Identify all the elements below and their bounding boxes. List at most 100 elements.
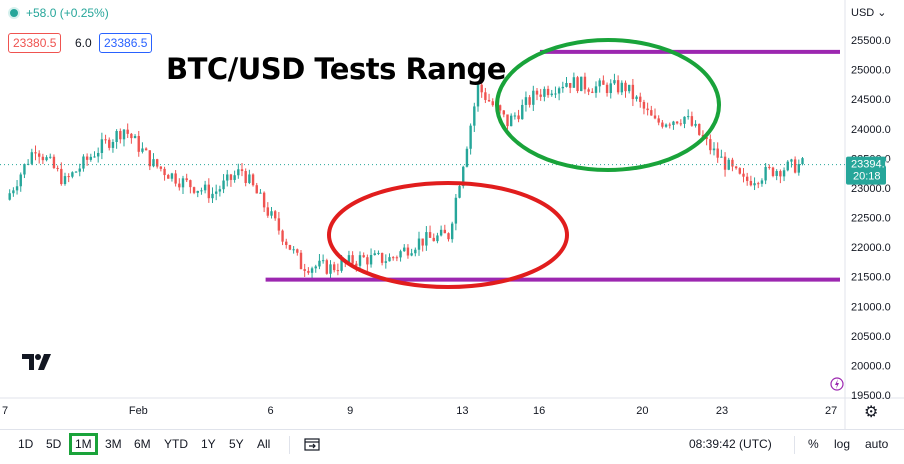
- date-range-icon[interactable]: [304, 437, 320, 451]
- candle-body: [790, 159, 793, 162]
- toolbar-divider: [289, 436, 290, 454]
- candle-body: [67, 176, 70, 178]
- timeframe-6m-button[interactable]: 6M: [134, 437, 151, 451]
- candle-body: [63, 176, 67, 185]
- candle-body: [181, 178, 185, 188]
- candle-body: [598, 80, 601, 87]
- timeframe-1y-button[interactable]: 1Y: [201, 437, 216, 451]
- candle-body: [78, 168, 81, 172]
- candle-body: [141, 148, 144, 152]
- clock-label[interactable]: 08:39:42 (UTC): [689, 437, 772, 451]
- candle-body: [410, 253, 413, 256]
- candle-body: [421, 238, 424, 246]
- candle-body: [49, 156, 52, 158]
- candle-body: [782, 170, 786, 177]
- candle-body: [487, 99, 491, 102]
- candle-body: [384, 261, 388, 263]
- candle-body: [52, 156, 56, 168]
- lightning-icon[interactable]: [830, 377, 844, 391]
- candle-body: [211, 193, 214, 199]
- candle-body: [196, 190, 199, 193]
- candle-body: [462, 166, 465, 187]
- candle-body: [259, 192, 262, 194]
- candle-body: [580, 76, 583, 92]
- candle-body: [591, 91, 594, 93]
- candle-body: [447, 233, 450, 240]
- candle-body: [458, 186, 461, 198]
- candle-body: [200, 190, 203, 192]
- log-toggle[interactable]: log: [834, 437, 851, 451]
- candle-body: [657, 118, 660, 123]
- candle-body: [178, 183, 181, 188]
- candle-body: [240, 169, 244, 172]
- candle-body: [480, 84, 483, 93]
- candle-body: [144, 148, 148, 151]
- candle-body: [742, 173, 745, 177]
- candle-body: [738, 168, 742, 174]
- price-tick-label: 22000.0: [851, 242, 891, 254]
- candle-body: [314, 266, 317, 269]
- chart-title: BTC/USD Tests Range: [166, 52, 506, 86]
- timeframe-all-button[interactable]: All: [257, 437, 271, 451]
- price-tick-label: 21000.0: [851, 301, 891, 313]
- candle-body: [45, 157, 48, 161]
- timeframe-1m-button[interactable]: 1M: [69, 433, 98, 455]
- candle-body: [41, 156, 45, 161]
- timeframe-5y-button[interactable]: 5Y: [229, 437, 244, 451]
- candle-body: [237, 169, 240, 176]
- red-annotation-circle: [327, 181, 569, 289]
- candle-body: [310, 268, 314, 273]
- candle-body: [602, 80, 605, 85]
- candle-body: [71, 172, 74, 177]
- candle-body: [668, 124, 671, 126]
- candle-body: [576, 77, 579, 92]
- candle-body: [565, 83, 568, 87]
- candle-body: [251, 174, 255, 186]
- candle-body: [635, 96, 638, 100]
- bottom-toolbar: 1D 5D 1M 3M 6M YTD 1Y 5Y All 08:39:42 (U…: [0, 429, 904, 460]
- candle-body: [340, 259, 343, 271]
- candle-body: [12, 190, 15, 194]
- candle-body: [192, 187, 196, 193]
- candle-body: [768, 166, 771, 168]
- candle-body: [336, 270, 340, 272]
- price-tick-label: 24000.0: [851, 124, 891, 136]
- candle-body: [277, 218, 281, 231]
- candle-body: [720, 156, 723, 158]
- ask-price-button[interactable]: 23386.5: [99, 33, 153, 53]
- candle-body: [694, 123, 697, 126]
- candle-body: [583, 76, 587, 90]
- timeframe-3m-button[interactable]: 3M: [105, 437, 122, 451]
- gear-icon[interactable]: ⚙: [864, 404, 879, 421]
- candle-body: [690, 116, 694, 126]
- candle-body: [351, 255, 354, 264]
- candle-body: [292, 249, 295, 251]
- candle-body: [745, 176, 749, 181]
- spread-label: 6.0: [75, 36, 92, 50]
- price-tick-label: 19500.0: [851, 390, 891, 402]
- candle-body: [716, 148, 719, 158]
- candle-body: [122, 129, 126, 140]
- tradingview-logo-icon[interactable]: [22, 352, 52, 372]
- candle-body: [115, 131, 118, 143]
- time-tick-label: 23: [716, 405, 728, 417]
- bid-price-button[interactable]: 23380.5: [8, 33, 62, 53]
- timeframe-ytd-button[interactable]: YTD: [164, 437, 188, 451]
- timeframe-5d-button[interactable]: 5D: [46, 437, 62, 451]
- candle-body: [130, 133, 133, 139]
- candle-body: [163, 168, 166, 176]
- currency-dropdown[interactable]: USD ⌄: [851, 6, 887, 19]
- percent-toggle[interactable]: %: [808, 437, 819, 451]
- candle-body: [535, 90, 539, 95]
- candle-body: [517, 115, 520, 120]
- auto-toggle[interactable]: auto: [865, 437, 889, 451]
- candle-body: [476, 84, 480, 107]
- candle-body: [380, 252, 384, 263]
- candle-body: [155, 159, 159, 167]
- candle-body: [8, 193, 11, 200]
- timeframe-1d-button[interactable]: 1D: [18, 437, 34, 451]
- candle-body: [152, 159, 155, 167]
- candle-body: [56, 167, 59, 169]
